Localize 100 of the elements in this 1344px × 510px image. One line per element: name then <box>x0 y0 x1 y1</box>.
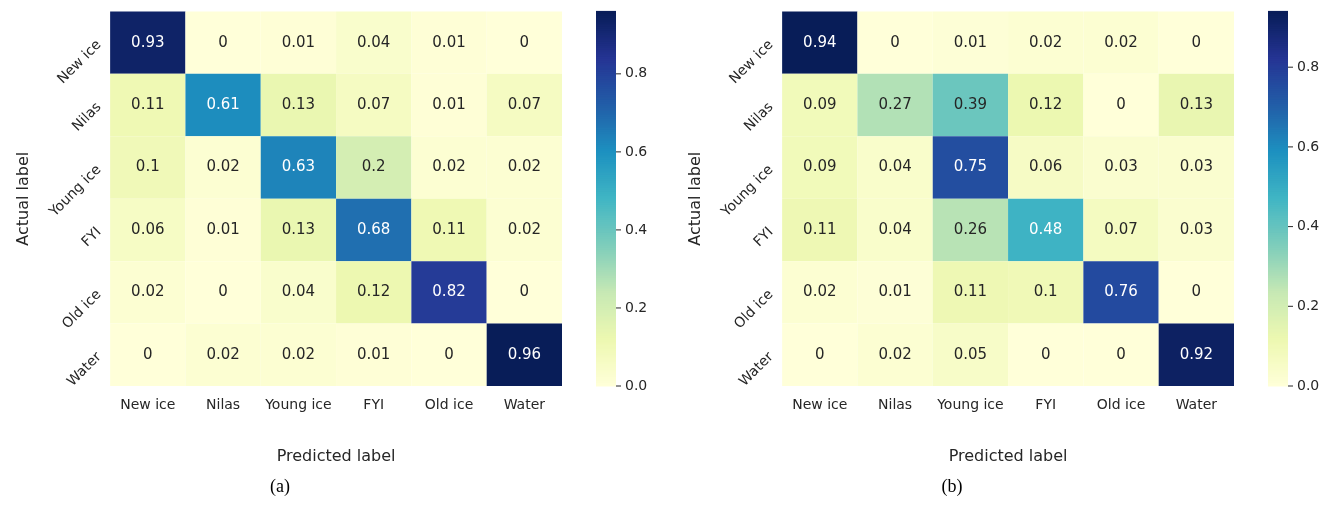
data-label: 0.01 <box>432 94 466 113</box>
x-tick-label: Old ice <box>424 396 474 413</box>
data-label: 0.04 <box>878 157 912 176</box>
x-tick-label: FYI <box>363 396 385 413</box>
data-label: 0.27 <box>878 94 912 113</box>
data-label: 0.11 <box>953 282 988 301</box>
data-label: 0.02 <box>507 157 542 176</box>
data-label: 0.12 <box>357 282 391 301</box>
data-label: 0.1 <box>1033 282 1058 301</box>
x-tick-label: New ice <box>792 396 848 413</box>
color-bar-label: 0.2 <box>1297 296 1320 313</box>
data-label: 0.03 <box>1179 219 1214 238</box>
data-label: 0.02 <box>1104 32 1138 51</box>
data-label: 0.39 <box>953 94 988 113</box>
data-label: 0 <box>1116 94 1126 113</box>
data-label: 0.1 <box>135 157 160 176</box>
data-label: 0.01 <box>206 219 240 238</box>
y-tick-label: Old ice <box>730 285 776 332</box>
data-label: 0.07 <box>357 94 391 113</box>
x-tick-label: Young ice <box>936 396 1004 413</box>
data-label: 0.02 <box>507 219 542 238</box>
data-label: 0.04 <box>281 282 316 301</box>
x-tick-label: New ice <box>120 396 176 413</box>
data-label: 0.01 <box>953 32 988 51</box>
data-label: 0 <box>444 344 454 363</box>
data-label: 0.01 <box>432 32 466 51</box>
color-bar-label: 0.6 <box>1297 137 1320 154</box>
data-label: 0.12 <box>1029 94 1063 113</box>
data-label: 0 <box>519 282 530 301</box>
data-label: 0.13 <box>1179 94 1214 113</box>
y-axis-title: Actual label <box>12 151 32 246</box>
data-label: 0.75 <box>953 157 988 176</box>
text: (b) <box>940 476 964 497</box>
data-label: 0.07 <box>507 94 542 113</box>
data-label: 0.96 <box>507 344 542 363</box>
data-label: 0.13 <box>281 94 316 113</box>
data-label: 0.02 <box>878 344 912 363</box>
y-tick-label: Old ice <box>58 285 104 332</box>
data-label: 0.02 <box>281 344 316 363</box>
data-label: 0.04 <box>878 219 912 238</box>
data-label: 0.09 <box>803 157 837 176</box>
data-label: 0.48 <box>1029 219 1063 238</box>
data-label: 0.03 <box>1104 157 1138 176</box>
data-label: 0.94 <box>803 32 837 51</box>
data-label: 0.02 <box>131 282 165 301</box>
data-label: 0.06 <box>131 219 165 238</box>
color-bar-label: 0.2 <box>625 298 648 315</box>
data-label: 0.11 <box>432 219 466 238</box>
color-bar-label: 0.6 <box>625 142 648 159</box>
data-label: 0.93 <box>131 32 165 51</box>
x-tick-label: Old ice <box>1096 396 1146 413</box>
data-label: 0.92 <box>1179 344 1214 363</box>
data-label: 0.2 <box>361 157 386 176</box>
data-label: 0.13 <box>281 219 316 238</box>
data-label: 0.02 <box>206 157 240 176</box>
data-label: 0.04 <box>357 32 391 51</box>
data-label: 0.76 <box>1104 282 1138 301</box>
color-bar-label: 0.8 <box>1297 57 1320 74</box>
data-label: 0 <box>1040 344 1051 363</box>
x-tick-label: Nilas <box>206 396 241 413</box>
data-label: 0.01 <box>357 344 391 363</box>
data-label: 0 <box>890 32 900 51</box>
data-label: 0.05 <box>953 344 988 363</box>
data-label: 0 <box>519 32 530 51</box>
data-label: 0.61 <box>206 94 240 113</box>
data-label: 0.02 <box>1029 32 1063 51</box>
data-label: 0.06 <box>1029 157 1063 176</box>
data-label: 0 <box>815 344 825 363</box>
data-label: 0 <box>1116 344 1126 363</box>
x-tick-label: Young ice <box>264 396 332 413</box>
x-axis-title: Predicted label <box>948 445 1068 465</box>
x-tick-label: Water <box>1175 396 1218 413</box>
y-tick-label: FYI <box>749 223 776 250</box>
data-label: 0 <box>143 344 153 363</box>
data-label: 0.02 <box>803 282 837 301</box>
x-tick-label: Nilas <box>878 396 913 413</box>
data-label: 0.07 <box>1104 219 1138 238</box>
color-bar-label: 0.4 <box>1297 217 1320 234</box>
data-label: 0.82 <box>432 282 466 301</box>
color-bar-label: 0.0 <box>1297 376 1320 393</box>
x-axis-title: Predicted label <box>276 445 396 465</box>
data-label: 0.26 <box>953 219 988 238</box>
y-axis-title: Actual label <box>684 151 704 246</box>
data-label: 0 <box>218 32 228 51</box>
data-label: 0.63 <box>281 157 316 176</box>
data-label: 0.68 <box>357 219 391 238</box>
data-label: 0 <box>218 282 228 301</box>
data-label: 0.09 <box>803 94 837 113</box>
color-bar-label: 0.0 <box>625 376 648 393</box>
x-tick-label: Water <box>503 396 546 413</box>
text: (a) <box>269 476 291 497</box>
data-label: 0.11 <box>803 219 837 238</box>
data-label: 0.01 <box>878 282 912 301</box>
data-label: 0.02 <box>432 157 466 176</box>
data-label: 0 <box>1191 282 1202 301</box>
data-label: 0.03 <box>1179 157 1214 176</box>
data-label: 0 <box>1191 32 1202 51</box>
color-bar-label: 0.8 <box>625 64 648 81</box>
data-label: 0.02 <box>206 344 240 363</box>
color-bar-label: 0.4 <box>625 220 648 237</box>
